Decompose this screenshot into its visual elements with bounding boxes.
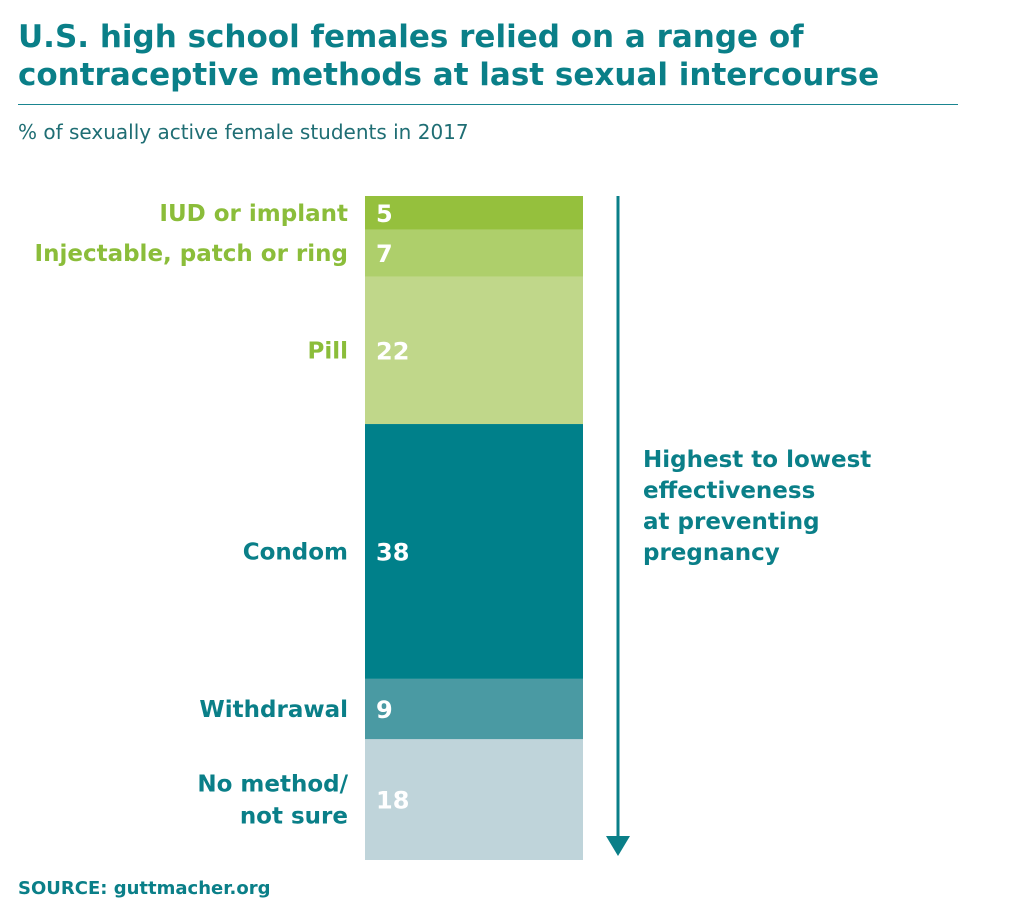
category-label-condom: Condom	[243, 539, 348, 565]
annotation-line-2: effectiveness	[643, 478, 815, 504]
bar-segment-iud-or-implant	[365, 196, 583, 230]
category-label-iud-or-implant: IUD or implant	[159, 201, 348, 227]
bar-segment-no-method-not-sure	[365, 739, 583, 860]
bar-segment-injectable-patch-or-ring	[365, 229, 583, 277]
annotation-line-1: Highest to lowest	[643, 447, 871, 473]
chart-subtitle: % of sexually active female students in …	[18, 120, 469, 144]
annotation-line-3: at preventing	[643, 509, 820, 535]
value-label-no-method-not-sure: 18	[376, 787, 409, 815]
bar-segments	[365, 196, 583, 860]
value-label-iud-or-implant: 5	[376, 200, 393, 228]
value-label-pill: 22	[376, 337, 409, 365]
value-label-condom: 38	[376, 538, 409, 566]
value-labels: 5 7 22 38 9 18	[376, 200, 409, 815]
bar-segment-condom	[365, 424, 583, 679]
bar-segment-withdrawal	[365, 678, 583, 740]
value-label-injectable-patch-or-ring: 7	[376, 240, 393, 268]
category-label-injectable-patch-or-ring: Injectable, patch or ring	[35, 241, 348, 267]
category-label-no-method-not-sure-line-1: No method/	[197, 772, 348, 798]
effectiveness-annotation: Highest to lowest effectiveness at prevent…	[643, 447, 871, 566]
category-label-withdrawal: Withdrawal	[199, 697, 348, 723]
category-label-pill: Pill	[307, 338, 348, 364]
source-note: SOURCE: guttmacher.org	[18, 878, 271, 899]
category-labels: IUD or implant Injectable, patch or ring P…	[35, 201, 349, 830]
bar-segment-pill	[365, 276, 583, 425]
category-label-no-method-not-sure-line-2: not sure	[240, 804, 348, 830]
annotation-line-4: pregnancy	[643, 540, 780, 566]
chart-title: U.S. high school females relied on a ran…	[18, 19, 880, 93]
arrow-head-icon	[606, 836, 630, 856]
effectiveness-arrow	[606, 196, 630, 856]
value-label-withdrawal: 9	[376, 696, 393, 724]
title-divider	[18, 104, 958, 105]
